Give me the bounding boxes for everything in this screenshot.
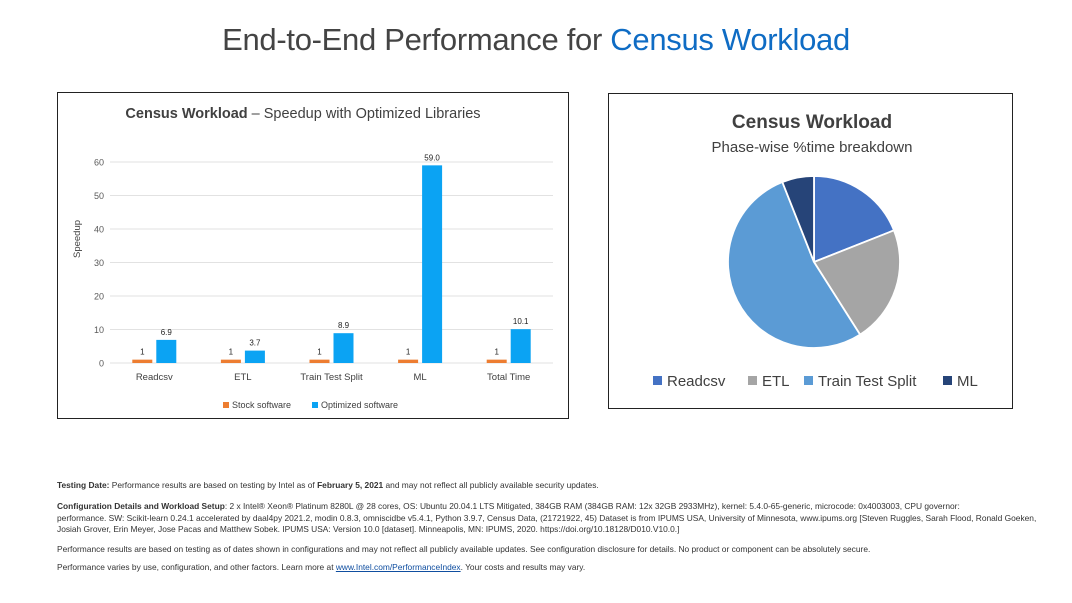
varies-text: Performance varies by use, configuration… <box>57 562 336 572</box>
testing-date-text: Performance results are based on testing… <box>109 480 318 490</box>
config-line-2: performance. SW: Scikit-learn 0.24.1 acc… <box>57 512 1037 523</box>
bar-data-label: 1 <box>494 348 499 357</box>
pie-legend-swatch <box>748 376 757 385</box>
bar-data-label: 1 <box>229 348 234 357</box>
config-line-1: : 2 x Intel® Xeon® Platinum 8280L @ 28 c… <box>224 501 960 511</box>
pie-slice-etl <box>812 229 901 336</box>
page-title-accent: Census Workload <box>610 22 850 57</box>
bar-chart-title: Census Workload – Speedup with Optimized… <box>125 106 480 122</box>
x-tick-label: ML <box>413 372 426 383</box>
y-tick-label: 10 <box>94 325 104 335</box>
pie-slice-ml <box>781 175 815 263</box>
bar-stock <box>220 359 241 363</box>
footer-performance-varies: Performance varies by use, configuration… <box>57 562 1047 574</box>
testing-date-text-end: and may not reflect all publicly availab… <box>383 480 599 490</box>
legend-label: Optimized software <box>321 400 398 410</box>
bar-data-label: 3.7 <box>249 339 261 348</box>
page-title: End-to-End Performance for Census Worklo… <box>0 22 1072 58</box>
config-line-3: Josiah Grover, Erin Meyer, Jose Pacas an… <box>57 524 680 534</box>
bar-chart-panel: Census Workload – Speedup with Optimized… <box>57 92 569 419</box>
bar-stock <box>486 359 507 363</box>
footer-config: Configuration Details and Workload Setup… <box>57 501 1047 536</box>
pie-legend-swatch <box>653 376 662 385</box>
pie-legend-swatch <box>943 376 952 385</box>
y-tick-label: 50 <box>94 191 104 201</box>
x-tick-label: Total Time <box>487 372 530 383</box>
bar-optimized <box>244 350 265 363</box>
bar-chart: Census Workload – Speedup with Optimized… <box>72 106 553 410</box>
footer-testing-date: Testing Date: Performance results are ba… <box>57 480 1047 492</box>
config-label: Configuration Details and Workload Setup <box>57 501 225 511</box>
pie-chart-panel: Census Workload Phase-wise %time breakdo… <box>608 93 1013 409</box>
bar-data-label: 8.9 <box>338 321 350 330</box>
bar-optimized <box>422 165 443 363</box>
pie-chart-subtitle: Phase-wise %time breakdown <box>712 139 913 156</box>
bar-chart-title-bold: Census Workload <box>125 106 247 122</box>
bar-data-label: 1 <box>140 348 145 357</box>
varies-text-end: . Your costs and results may vary. <box>460 562 586 572</box>
x-tick-label: Readcsv <box>136 372 173 383</box>
x-tick-label: ETL <box>234 372 251 383</box>
pie-slice-readcsv <box>813 175 896 264</box>
legend-swatch <box>223 402 229 408</box>
bar-data-label: 10.1 <box>513 317 529 326</box>
bar-chart-ylabel: Speedup <box>72 220 83 258</box>
testing-date-value: February 5, 2021 <box>317 480 384 490</box>
page-title-prefix: End-to-End Performance for <box>222 22 611 57</box>
y-tick-label: 20 <box>94 292 104 302</box>
footer-disclaimer: Performance results are based on testing… <box>57 544 871 554</box>
pie-legend-label: ML <box>957 373 978 390</box>
pie-chart: Census Workload Phase-wise %time breakdo… <box>653 112 978 390</box>
bar-stock <box>132 359 153 363</box>
bar-data-label: 1 <box>317 348 322 357</box>
bar-optimized <box>510 329 531 363</box>
bar-data-label: 59.0 <box>424 153 440 162</box>
pie-legend-swatch <box>804 376 813 385</box>
performance-index-link[interactable]: www.Intel.com/PerformanceIndex <box>335 562 461 572</box>
x-tick-label: Train Test Split <box>300 372 363 383</box>
testing-date-label: Testing Date: <box>57 480 110 490</box>
y-tick-label: 0 <box>99 359 104 369</box>
pie-legend-label: Readcsv <box>667 373 726 390</box>
bar-stock <box>309 359 330 363</box>
bar-optimized <box>156 339 177 363</box>
y-tick-label: 60 <box>94 158 104 168</box>
bar-data-label: 6.9 <box>161 328 173 337</box>
bar-optimized <box>333 333 354 363</box>
y-tick-label: 30 <box>94 258 104 268</box>
pie-slice-train-test-split <box>727 180 862 349</box>
bar-stock <box>398 359 419 363</box>
y-tick-label: 40 <box>94 225 104 235</box>
pie-legend-label: ETL <box>762 373 790 390</box>
legend-swatch <box>312 402 318 408</box>
legend-label: Stock software <box>232 400 291 410</box>
bar-chart-title-rest: – Speedup with Optimized Libraries <box>248 106 481 122</box>
bar-data-label: 1 <box>406 348 411 357</box>
pie-chart-title: Census Workload <box>732 112 892 133</box>
pie-legend-label: Train Test Split <box>818 373 917 390</box>
